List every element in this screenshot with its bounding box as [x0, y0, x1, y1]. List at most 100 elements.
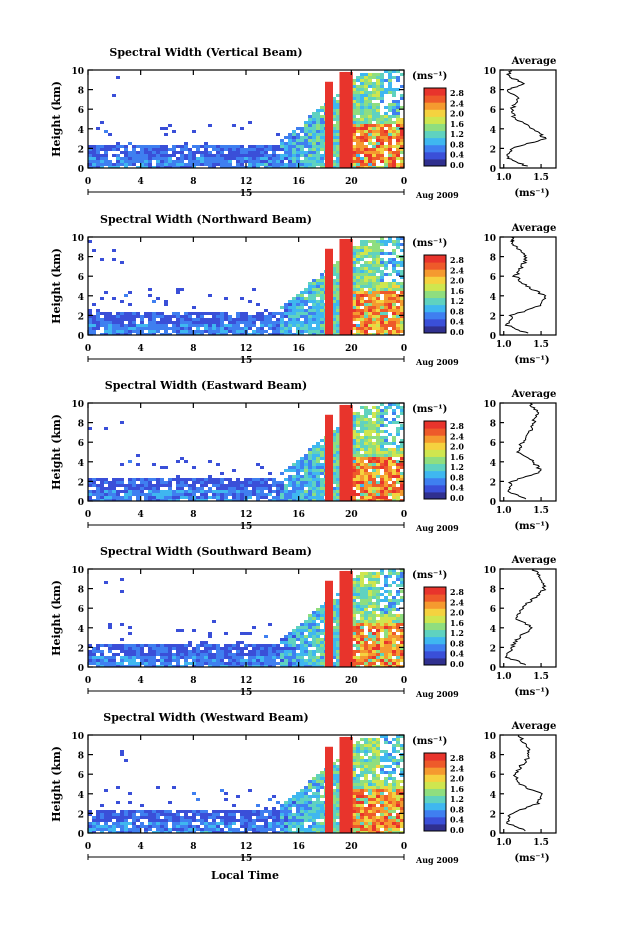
rain-streak	[339, 238, 348, 335]
colorbar-tick-label: 2.4	[450, 431, 464, 441]
rain-streak	[325, 580, 333, 667]
x-tick-label: 12	[240, 510, 253, 520]
date-label: Aug 2009	[415, 190, 459, 200]
profile-frame	[499, 568, 557, 668]
colorbar-segment	[424, 816, 446, 825]
profile-y-tick-label: 0	[490, 664, 496, 674]
y-tick-label: 10	[71, 234, 84, 244]
y-tick-label: 8	[78, 254, 84, 264]
colorbar-segment	[424, 130, 446, 139]
colorbar-segment	[424, 643, 446, 652]
x-axis-label: Local Time	[211, 869, 279, 882]
profile-y-tick-label: 6	[490, 605, 496, 615]
profile-y-tick-label: 8	[490, 752, 496, 762]
y-axis-label: Height (km)	[50, 580, 63, 656]
x-tick-label: 20	[345, 842, 358, 852]
rain-streak	[344, 238, 353, 335]
colorbar-segment	[424, 753, 446, 761]
y-tick-label: 0	[78, 332, 84, 342]
y-tick-label: 10	[71, 566, 84, 576]
y-tick-label: 8	[78, 752, 84, 762]
profile-y-tick-label: 6	[490, 106, 496, 116]
heatmap-field	[88, 70, 404, 168]
x-tick-label: 8	[190, 510, 196, 520]
colorbar-tick-label: 0.8	[450, 804, 464, 814]
colorbar-tick-label: 0.0	[450, 493, 464, 503]
profile-x-label: (ms⁻¹)	[514, 355, 549, 366]
colorbar-tick-label: 2.8	[450, 88, 464, 98]
profile-y-tick-label: 2	[490, 644, 496, 654]
heatmap-field	[88, 403, 404, 501]
profile-y-tick-label: 6	[490, 273, 496, 283]
colorbar-tick-label: 0.8	[450, 306, 464, 316]
colorbar-segment	[424, 823, 446, 832]
y-tick-label: 8	[78, 586, 84, 596]
profile-y-tick-label: 4	[490, 625, 496, 635]
colorbar-segment	[424, 767, 446, 775]
profile-x-tick-label: 1.5	[533, 340, 549, 350]
profile-y-tick-label: 2	[490, 810, 496, 820]
date-label: Aug 2009	[415, 689, 459, 699]
rain-streak	[325, 746, 333, 833]
date-label: Aug 2009	[415, 855, 459, 865]
rain-streak	[339, 71, 348, 168]
panel-5: Spectral Width (Westward Beam) Height (km…	[50, 711, 557, 865]
colorbar-unit: (ms⁻¹)	[412, 570, 447, 581]
colorbar-segment	[424, 594, 446, 602]
y-tick-label: 2	[78, 478, 84, 488]
colorbar-tick-label: 1.2	[450, 296, 464, 306]
colorbar-segment	[424, 109, 446, 117]
colorbar-segment	[424, 629, 446, 638]
colorbar-segment	[424, 636, 446, 645]
colorbar-segment	[424, 608, 446, 616]
y-tick-label: 4	[78, 791, 84, 801]
x-tick-label: 0	[401, 676, 407, 686]
y-tick-label: 10	[71, 400, 84, 410]
panel-title: Spectral Width (Southward Beam)	[100, 545, 312, 558]
x-tick-label: 12	[240, 842, 253, 852]
panel-title: Spectral Width (Vertical Beam)	[109, 46, 302, 59]
colorbar-segment	[424, 144, 446, 153]
profile-y-tick-label: 6	[490, 771, 496, 781]
colorbar-segment	[424, 283, 446, 291]
rain-streak	[344, 404, 353, 501]
profile-x-tick-label: 1.0	[496, 340, 512, 350]
colorbar-segment	[424, 137, 446, 146]
x-tick-label: 8	[190, 344, 196, 354]
colorbar-tick-label: 0.0	[450, 327, 464, 337]
colorbar-tick-label: 1.2	[450, 129, 464, 139]
profile-y-tick-label: 2	[490, 145, 496, 155]
profile-y-tick-label: 10	[483, 732, 496, 742]
rain-streak	[339, 404, 348, 501]
profile-y-tick-label: 2	[490, 478, 496, 488]
y-axis-label: Height (km)	[50, 746, 63, 822]
colorbar-segment	[424, 456, 446, 465]
x-tick-label: 16	[292, 842, 305, 852]
colorbar-tick-label: 0.8	[450, 472, 464, 482]
profile-title: Average	[511, 389, 557, 400]
y-tick-label: 10	[71, 67, 84, 77]
profile-x-tick-label: 1.0	[496, 672, 512, 682]
colorbar-tick-label: 1.6	[450, 119, 464, 129]
colorbar-segment	[424, 484, 446, 493]
profile-line	[507, 402, 542, 500]
profile-line	[504, 236, 547, 334]
y-tick-label: 6	[78, 439, 84, 449]
colorbar-tick-label: 1.6	[450, 452, 464, 462]
colorbar-tick-label: 1.2	[450, 628, 464, 638]
colorbar-tick-label: 0.0	[450, 160, 464, 170]
colorbar-tick-label: 2.4	[450, 98, 464, 108]
colorbar-segment	[424, 449, 446, 457]
colorbar-tick-label: 2.0	[450, 442, 464, 452]
x-tick-label: 4	[138, 676, 144, 686]
colorbar-segment	[424, 123, 446, 132]
profile-y-tick-label: 8	[490, 420, 496, 430]
profile-x-label: (ms⁻¹)	[514, 521, 549, 532]
colorbar-segment	[424, 491, 446, 500]
profile-title: Average	[511, 721, 557, 732]
heatmap-field	[88, 735, 404, 833]
y-tick-label: 0	[78, 498, 84, 508]
y-tick-label: 10	[71, 732, 84, 742]
colorbar-tick-label: 2.0	[450, 109, 464, 119]
panel-1: Spectral Width (Vertical Beam) Height (km…	[50, 46, 557, 200]
